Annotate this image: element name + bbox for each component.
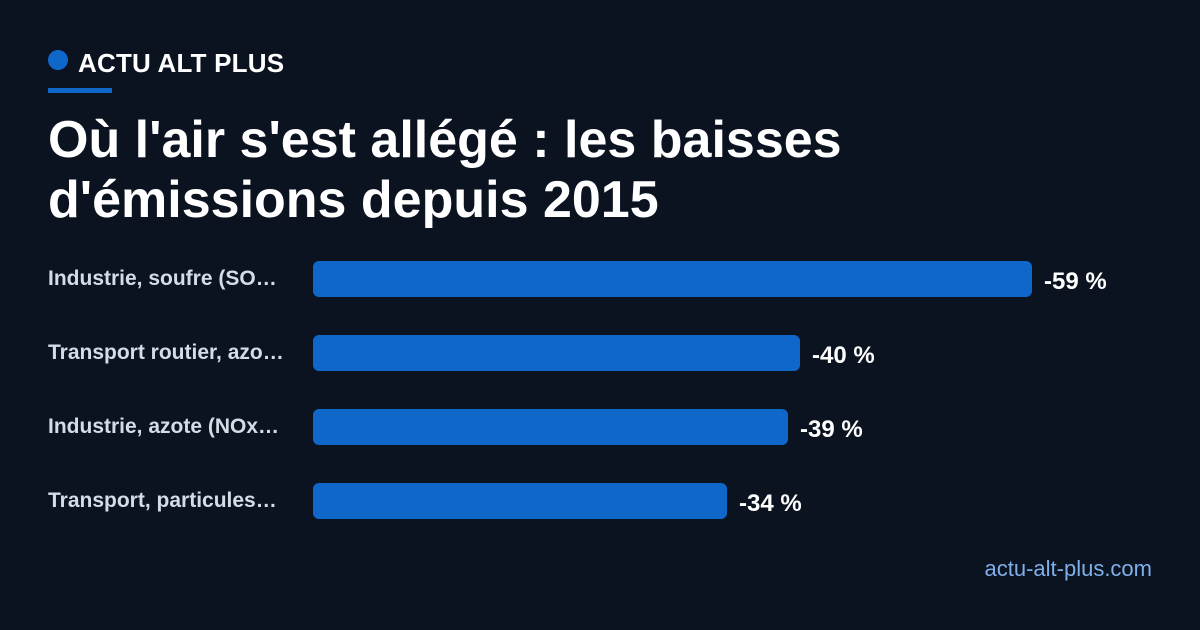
site-url[interactable]: actu-alt-plus.com — [984, 556, 1152, 581]
category-label: Industrie, azote (NOx… — [48, 415, 280, 438]
category-label: Industrie, soufre (SO… — [48, 267, 277, 290]
bar — [313, 261, 1032, 297]
brand-name: ACTU ALT PLUS — [78, 47, 285, 78]
bar-chart: Industrie, soufre (SO… -59 % Transport rou… — [0, 240, 1200, 540]
bar — [313, 335, 800, 371]
brand-underline — [48, 88, 112, 93]
category-label: Transport, particules… — [48, 489, 277, 512]
value-label: -40 % — [812, 342, 875, 369]
chart-title: Où l'air s'est allégé : les baisses d'ém… — [48, 111, 842, 229]
brand-dot-icon — [48, 50, 68, 70]
value-label: -59 % — [1044, 268, 1107, 295]
value-label: -34 % — [739, 490, 802, 517]
bar — [313, 483, 727, 519]
value-label: -39 % — [800, 416, 863, 443]
bar — [313, 409, 788, 445]
brand: ACTU ALT PLUS — [48, 46, 284, 80]
category-label: Transport routier, azo… — [48, 341, 284, 364]
